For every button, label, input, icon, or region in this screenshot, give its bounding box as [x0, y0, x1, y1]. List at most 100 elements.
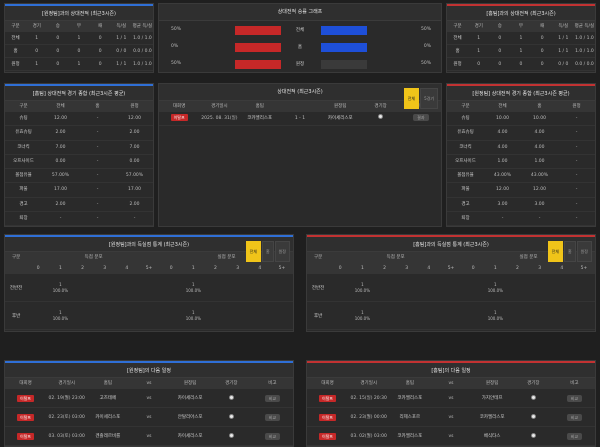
row-label: 파울: [461, 187, 470, 193]
score-group-header: 구분 득점 분포 실점 분포: [5, 252, 293, 263]
column-header: 평균 득/실: [132, 24, 153, 29]
league-cell: 이탈프: [5, 432, 46, 440]
right-bar: [321, 43, 367, 52]
compare-button[interactable]: 비교: [566, 413, 583, 421]
stadium-icon: [228, 413, 234, 419]
column-header: 0: [169, 266, 173, 271]
away-team[interactable]: 카이세리스포: [177, 434, 203, 439]
away-team[interactable]: 카이세리스포: [177, 396, 203, 401]
column-header: 경기일시: [211, 104, 228, 109]
table-row: 경고 3.00 3.00 -: [447, 198, 595, 213]
schedule-row: 이탈프 03. 02(월) 03:00 코카엘리스포 vs 베식타스 비교: [307, 427, 595, 446]
row-label: 홈: [13, 49, 18, 54]
away-team[interactable]: 안탈리아스포: [177, 415, 203, 420]
tab-5-games[interactable]: 5경기: [420, 88, 438, 109]
tab-all[interactable]: 전체: [403, 88, 420, 109]
cell-value: 1.0 / 1.0: [133, 36, 152, 41]
match-date: 02. 23(토) 03:00: [48, 415, 85, 420]
stadium-cell: [211, 432, 252, 440]
panel-title: [원정팀] 상대전적 경기 종합 (최근3시즌 평균): [447, 84, 595, 101]
compare-button[interactable]: 비교: [566, 432, 583, 440]
tab-home[interactable]: 홈: [261, 241, 274, 262]
table-row: 전체 1 0 1 0 1 / 1 1.0 / 1.0: [447, 32, 595, 45]
cell-value: 1: [519, 36, 523, 41]
column-header: vs: [448, 381, 454, 386]
stadium-icon: [530, 432, 536, 438]
league-badge[interactable]: 이탈프: [319, 394, 337, 402]
panel-title: [홈팀] 상대전적 경기 종합 (최근3시즌 평균): [5, 84, 153, 101]
against-distribution-header: 실점 분포: [217, 255, 236, 260]
tab-away[interactable]: 원정: [274, 241, 290, 262]
league-cell: 이탈프: [307, 432, 348, 440]
away-team[interactable]: 코카엘리스포: [479, 415, 505, 420]
home-next-schedule-panel: [홈팀]의 다음 일정 대회명 경기일시 홈팀 vs 원정팀 경기장 비고 이탈프 02. 1…: [306, 360, 596, 447]
table-row: 퇴장 - - -: [5, 212, 153, 226]
note-cell: 비교: [554, 432, 595, 440]
home-team[interactable]: 코카엘리스포: [397, 396, 423, 401]
column-header: 1: [58, 266, 62, 271]
right-bar: [321, 26, 367, 35]
tab-away[interactable]: 원정: [576, 241, 592, 262]
away-team[interactable]: 베식타스: [483, 434, 501, 439]
cell-value: 0: [477, 62, 481, 67]
row-label: 유효슈팅: [15, 130, 32, 136]
cell-value: 0: [540, 49, 544, 54]
row-label: 전반전: [311, 285, 325, 291]
away-team[interactable]: 카이세리스포: [327, 116, 353, 121]
column-header: 구분: [19, 104, 28, 109]
home-team[interactable]: 코카엘리스포: [247, 116, 273, 121]
league-badge[interactable]: 이탈프: [17, 432, 35, 440]
column-header: 경기일시: [58, 381, 75, 386]
league-badge[interactable]: 이탈프: [17, 413, 35, 421]
cell-value: 0: [498, 36, 502, 41]
column-header: 경기일시: [360, 381, 377, 386]
compare-button[interactable]: 비교: [264, 413, 281, 421]
cell-value: 0.0 / 0.0: [575, 62, 594, 67]
compare-button[interactable]: 비교: [566, 394, 583, 402]
league-badge[interactable]: 이탈프: [319, 413, 337, 421]
league-badge[interactable]: 이탈프: [17, 394, 35, 402]
left-bar: [235, 43, 281, 52]
tab-all[interactable]: 전체: [245, 241, 261, 262]
table-header: 구분 경기 승 무 패 득/실 평균 득/실: [5, 21, 153, 32]
compare-button[interactable]: 비교: [264, 394, 281, 402]
away-team[interactable]: 가지안테프: [481, 396, 503, 401]
result-button[interactable]: 결과: [413, 114, 429, 121]
cell-value: 1: [35, 36, 39, 41]
note-cell: 비교: [554, 413, 595, 421]
column-header: 경기: [32, 24, 41, 29]
league-badge[interactable]: 이탈프: [170, 114, 188, 121]
column-header: 경기장: [527, 381, 540, 386]
cell-value: 4.00: [534, 130, 545, 136]
compare-button[interactable]: 비교: [264, 432, 281, 440]
home-team[interactable]: 겐츨레르비를: [95, 434, 121, 439]
cell-value: 0: [56, 49, 60, 54]
cell-value: 1 / 1: [116, 36, 127, 41]
row-label: 오프사이드: [13, 158, 34, 164]
row-label: 파울: [19, 187, 28, 193]
cell-value: 0: [77, 49, 81, 54]
stadium-cell: [513, 394, 554, 402]
stadium-icon: [530, 413, 536, 419]
league-badge[interactable]: 이탈프: [319, 432, 337, 440]
tab-all[interactable]: 전체: [547, 241, 563, 262]
stadium-cell: [513, 413, 554, 421]
column-header: 대회명: [321, 381, 334, 386]
home-team[interactable]: 코카엘리스포: [397, 434, 423, 439]
home-team[interactable]: 카이세리스포: [95, 415, 121, 420]
for-distribution-header: 득점 분포: [386, 255, 405, 260]
panel-title-text: [홈팀]과의 득실점 통계 (최근3시즌): [413, 242, 489, 248]
column-header: 2: [516, 266, 519, 271]
cell-value: 3.00: [534, 201, 545, 207]
right-percent: 50%: [420, 27, 431, 32]
table-row: 홈 0 0 0 0 0 / 0 0.0 / 0.0: [5, 45, 153, 58]
home-team[interactable]: 고즈테페: [99, 396, 117, 401]
home-team[interactable]: 리제스포르: [399, 415, 421, 420]
tab-home[interactable]: 홈: [563, 241, 576, 262]
left-percent: 50%: [171, 27, 182, 32]
winrate-row: 50% 원정 50%: [159, 59, 441, 71]
row-label: 원정: [11, 62, 20, 67]
cell-value: 4.00: [497, 130, 508, 136]
left-bar: [235, 26, 281, 35]
column-header: 4: [427, 266, 431, 271]
